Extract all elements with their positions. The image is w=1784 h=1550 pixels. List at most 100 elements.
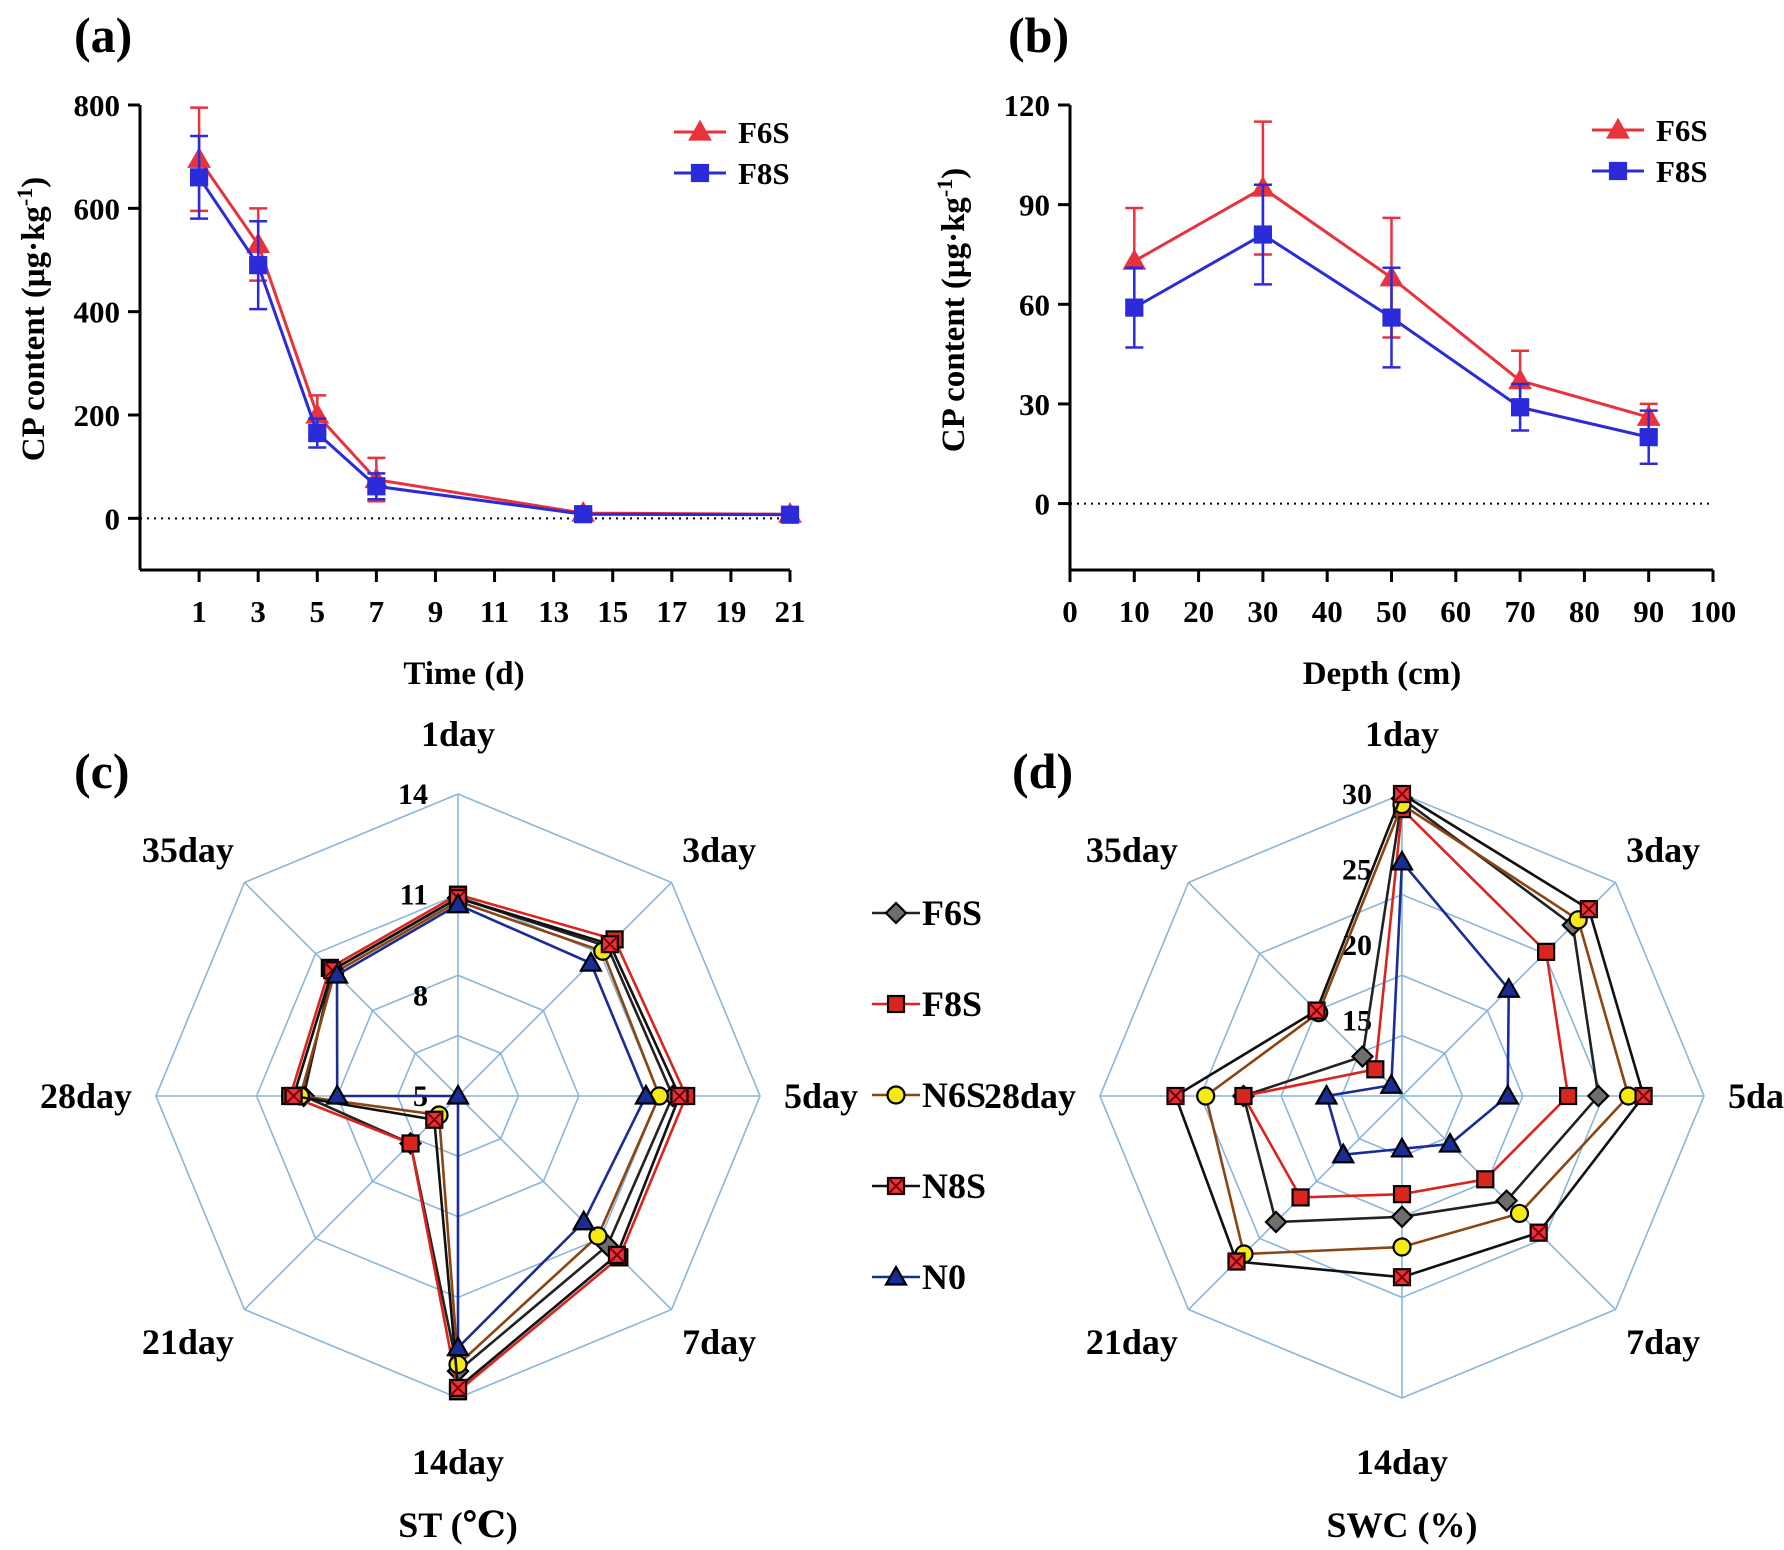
radar-point-n6s bbox=[1196, 1086, 1216, 1106]
radar-legend-marker-n6s bbox=[886, 1085, 906, 1105]
radar-point-n0 bbox=[1390, 1136, 1414, 1158]
radar-point-n6s bbox=[1618, 1086, 1639, 1106]
series-line-f8s bbox=[197, 176, 791, 517]
y-tick-label: 0 bbox=[1035, 487, 1051, 522]
x-tick-label: 10 bbox=[1119, 594, 1150, 629]
x-tick-label: 21 bbox=[775, 594, 806, 629]
panel-d-category-labels: 1day 3day 5day 7day 14day 21day 28day 35day bbox=[984, 714, 1784, 1482]
legend-marker-f6s bbox=[688, 119, 712, 141]
panel-b-label: (b) bbox=[1008, 7, 1069, 63]
data-point-f8s bbox=[189, 168, 209, 187]
radar-point-n0 bbox=[446, 892, 470, 914]
radar-point-n8s bbox=[1392, 784, 1412, 804]
radar-point-n0 bbox=[325, 962, 349, 984]
data-point-f8s bbox=[574, 505, 593, 524]
radar-point-n6s bbox=[448, 1354, 468, 1375]
radar-point-n8s-cross bbox=[1580, 900, 1598, 918]
radar-category-label: 28day bbox=[984, 1076, 1076, 1116]
radar-legend-label-n6s: N6S bbox=[922, 1075, 986, 1115]
x-tick-label: 3 bbox=[250, 594, 266, 629]
radar-legend-label-n8s: N8S bbox=[922, 1166, 986, 1206]
radar-point-n8s-cross bbox=[1393, 785, 1411, 803]
panel-a-series bbox=[187, 106, 802, 524]
panel-b-y-axis-title-sup: -1 bbox=[932, 179, 957, 197]
radar-point-n8s bbox=[1529, 1223, 1548, 1242]
radar-point-n8s bbox=[600, 935, 619, 954]
radar-tick-label: 11 bbox=[400, 879, 428, 912]
radar-category-label: 3day bbox=[682, 830, 756, 870]
radar-spoke bbox=[457, 881, 673, 1097]
radar-point-f8s bbox=[1234, 1086, 1253, 1106]
radar-series-n6s bbox=[290, 891, 669, 1375]
radar-point-n8s-cross bbox=[284, 1087, 303, 1105]
radar-point-f8s bbox=[1392, 1185, 1412, 1204]
legend-marker-f8s bbox=[690, 163, 710, 183]
panel-b-y-axis-title: CP content (μg·kg-1) bbox=[932, 168, 972, 453]
radar-point-n0 bbox=[578, 950, 603, 972]
radar-point-n0 bbox=[634, 1083, 658, 1105]
data-point-f8s bbox=[367, 477, 386, 496]
data-point-f8s bbox=[1253, 225, 1273, 244]
x-tick-label: 20 bbox=[1183, 594, 1214, 629]
radar-point-n0 bbox=[446, 1083, 470, 1105]
radar-point-n8s bbox=[1579, 900, 1598, 919]
legend-marker-f8s bbox=[1608, 161, 1628, 181]
radar-point-n6s bbox=[588, 1226, 608, 1246]
radar-point-n8s-cross bbox=[1227, 1252, 1246, 1271]
radar-point-n8s-cross bbox=[601, 935, 619, 953]
y-tick-label: 30 bbox=[1019, 387, 1050, 422]
radar-point-n8s-cross bbox=[608, 1246, 626, 1264]
radar-point-n8s-cross bbox=[1634, 1087, 1653, 1105]
panel-a-label: (a) bbox=[74, 7, 132, 63]
x-tick-label: 11 bbox=[480, 594, 509, 629]
radar-point-n8s bbox=[284, 1086, 303, 1106]
x-tick-label: 0 bbox=[1062, 594, 1078, 629]
panel-c-axis-title: ST (℃) bbox=[398, 1505, 518, 1545]
radar-category-label: 5day bbox=[1728, 1076, 1784, 1116]
radar-point-f8s bbox=[1537, 942, 1556, 961]
panel-a-y-axis-title-sup: -1 bbox=[12, 188, 37, 206]
x-tick-label: 50 bbox=[1376, 594, 1407, 629]
radar-point-n8s-cross bbox=[1307, 1001, 1326, 1020]
radar-point-n0 bbox=[1496, 977, 1521, 998]
y-tick-label: 200 bbox=[74, 398, 121, 433]
radar-tick-label: 14 bbox=[398, 778, 428, 811]
radar-category-label: 14day bbox=[1356, 1442, 1448, 1482]
y-tick-label: 600 bbox=[74, 191, 121, 226]
radar-point-n8s bbox=[1307, 1001, 1326, 1020]
radar-line-f6s bbox=[302, 896, 675, 1374]
radar-point-f8s bbox=[401, 1134, 420, 1153]
x-tick-label: 30 bbox=[1247, 594, 1278, 629]
radar-legend-marker-n8s-cross bbox=[887, 1177, 905, 1195]
legend-label-f6s: F6S bbox=[1656, 113, 1708, 148]
data-point-f8s bbox=[780, 505, 800, 524]
x-tick-label: 90 bbox=[1633, 594, 1664, 629]
radar-legend-label-n0: N0 bbox=[922, 1257, 966, 1297]
radar-category-label: 3day bbox=[1626, 830, 1700, 870]
radar-point-n8s-cross bbox=[670, 1087, 689, 1105]
radar-legend-label-f8s: F8S bbox=[922, 984, 982, 1024]
radar-point-n8s bbox=[1392, 1268, 1412, 1287]
radar-point-n0 bbox=[325, 1083, 350, 1105]
radar-series-n0 bbox=[325, 892, 658, 1357]
panel-a-y-axis-title: CP content (μg·kg-1) bbox=[12, 177, 52, 462]
radar-spoke bbox=[243, 881, 459, 1097]
y-tick-label: 800 bbox=[74, 88, 121, 123]
radar-point-n0 bbox=[1331, 1142, 1356, 1164]
y-tick-label: 60 bbox=[1019, 287, 1050, 322]
radar-point-n0 bbox=[571, 1209, 596, 1231]
panel-d-series bbox=[1166, 784, 1653, 1287]
x-tick-label: 70 bbox=[1505, 594, 1536, 629]
radar-point-n0 bbox=[1390, 849, 1414, 871]
data-point-f6s bbox=[1122, 248, 1147, 270]
radar-point-n8s-cross bbox=[1166, 1087, 1185, 1105]
radar-legend-marker-f6s bbox=[884, 901, 908, 925]
radar-legend-marker-n8s bbox=[886, 1176, 906, 1196]
legend-label-f6s: F6S bbox=[738, 115, 790, 150]
data-point-f8s bbox=[249, 256, 268, 275]
radar-category-label: 21day bbox=[1086, 1322, 1178, 1362]
